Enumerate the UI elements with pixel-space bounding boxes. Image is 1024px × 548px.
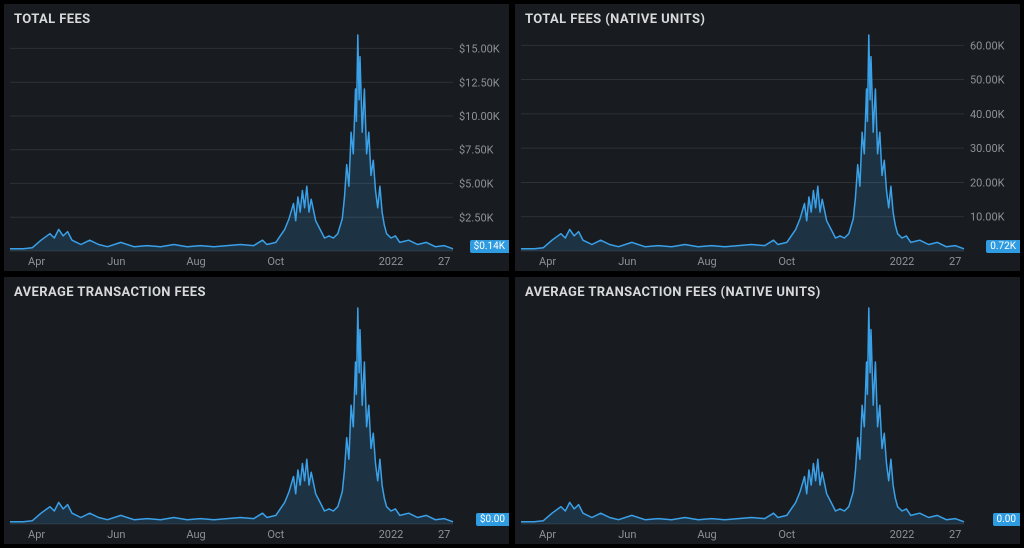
panel-title: TOTAL FEES (NATIVE UNITS) <box>515 4 1020 31</box>
svg-text:2022: 2022 <box>379 255 404 268</box>
svg-text:$7.50K: $7.50K <box>459 144 494 157</box>
svg-text:Apr: Apr <box>28 255 45 268</box>
line-chart: 10.00K 20.00K 30.00K 40.00K 50.00K 60.00K Apr J… <box>515 31 1020 271</box>
svg-text:30.00K: 30.00K <box>970 142 1005 155</box>
chart-area[interactable]: Apr Jun Aug Oct 2022 27 $0.00 <box>4 304 509 544</box>
svg-text:Aug: Aug <box>697 255 716 268</box>
svg-text:$10.00K: $10.00K <box>459 110 500 123</box>
svg-text:Aug: Aug <box>186 528 205 541</box>
dashboard-grid: TOTAL FEES $2.50K $5.00K $7.50K $10.00K $12.… <box>0 0 1024 548</box>
line-chart: Apr Jun Aug Oct 2022 27 <box>4 304 509 544</box>
panel-title: TOTAL FEES <box>4 4 509 31</box>
svg-text:27: 27 <box>438 255 450 268</box>
panel-total-fees: TOTAL FEES $2.50K $5.00K $7.50K $10.00K $12.… <box>4 4 509 271</box>
svg-text:Jun: Jun <box>107 528 125 541</box>
svg-text:60.00K: 60.00K <box>970 39 1005 52</box>
svg-text:2022: 2022 <box>890 528 915 541</box>
chart-area[interactable]: Apr Jun Aug Oct 2022 27 0.00 <box>515 304 1020 544</box>
value-badge: $0.14K <box>470 240 509 253</box>
value-badge: $0.00 <box>476 513 509 526</box>
svg-text:Apr: Apr <box>539 528 556 541</box>
svg-text:Jun: Jun <box>618 255 636 268</box>
svg-text:2022: 2022 <box>379 528 404 541</box>
svg-text:27: 27 <box>949 255 961 268</box>
svg-text:27: 27 <box>949 528 961 541</box>
svg-text:Apr: Apr <box>28 528 45 541</box>
svg-text:Aug: Aug <box>186 255 205 268</box>
panel-title: AVERAGE TRANSACTION FEES (NATIVE UNITS) <box>515 277 1020 304</box>
svg-text:27: 27 <box>438 528 450 541</box>
svg-text:Aug: Aug <box>697 528 716 541</box>
svg-text:10.00K: 10.00K <box>970 211 1005 224</box>
svg-text:20.00K: 20.00K <box>970 177 1005 190</box>
value-badge: 0.00 <box>993 513 1021 526</box>
svg-text:2022: 2022 <box>890 255 915 268</box>
svg-text:Oct: Oct <box>778 528 795 541</box>
panel-total-fees-native: TOTAL FEES (NATIVE UNITS) 10.00K 20.00K 30… <box>515 4 1020 271</box>
panel-title: AVERAGE TRANSACTION FEES <box>4 277 509 304</box>
chart-area[interactable]: 10.00K 20.00K 30.00K 40.00K 50.00K 60.00K Apr J… <box>515 31 1020 271</box>
svg-text:$2.50K: $2.50K <box>459 211 494 224</box>
value-badge: 0.72K <box>986 240 1020 253</box>
svg-text:Jun: Jun <box>618 528 636 541</box>
svg-text:Oct: Oct <box>267 528 284 541</box>
svg-text:$5.00K: $5.00K <box>459 177 494 190</box>
svg-text:Oct: Oct <box>267 255 284 268</box>
svg-text:40.00K: 40.00K <box>970 108 1005 121</box>
svg-text:$12.50K: $12.50K <box>459 76 500 89</box>
svg-text:Oct: Oct <box>778 255 795 268</box>
svg-text:Apr: Apr <box>539 255 556 268</box>
svg-text:Jun: Jun <box>107 255 125 268</box>
panel-avg-tx-fees-native: AVERAGE TRANSACTION FEES (NATIVE UNITS) … <box>515 277 1020 544</box>
svg-text:50.00K: 50.00K <box>970 73 1005 86</box>
line-chart: $2.50K $5.00K $7.50K $10.00K $12.50K $15.00K A… <box>4 31 509 271</box>
panel-avg-tx-fees: AVERAGE TRANSACTION FEES Apr Jun Aug Oct 202… <box>4 277 509 544</box>
line-chart: Apr Jun Aug Oct 2022 27 <box>515 304 1020 544</box>
svg-text:$15.00K: $15.00K <box>459 42 500 55</box>
chart-area[interactable]: $2.50K $5.00K $7.50K $10.00K $12.50K $15.00K A… <box>4 31 509 271</box>
